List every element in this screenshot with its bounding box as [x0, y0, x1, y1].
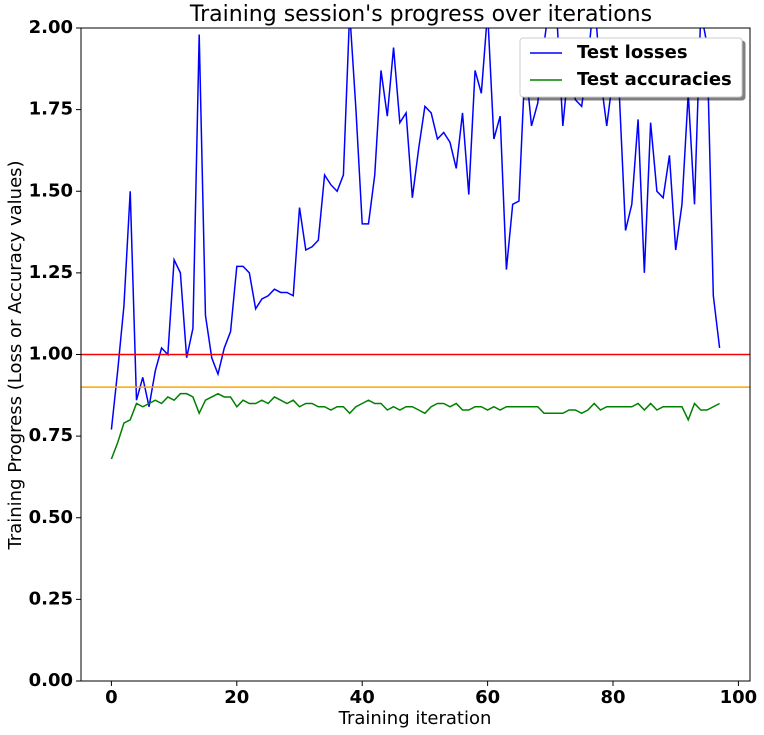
- legend-label: Test accuracies: [577, 69, 732, 90]
- y-tick-label: 1.75: [29, 99, 73, 120]
- y-axis-label: Training Progress (Loss or Accuracy valu…: [5, 160, 26, 550]
- chart-title: Training session's progress over iterati…: [189, 2, 652, 27]
- x-tick-label: 100: [720, 687, 758, 708]
- y-tick-label: 0.00: [29, 670, 73, 691]
- legend: Test losses Test accuracies: [519, 37, 743, 98]
- y-tick-label: 2.00: [29, 17, 73, 38]
- y-tick-label: 0.50: [29, 507, 73, 528]
- y-tick-label: 0.25: [29, 588, 73, 609]
- x-tick-label: 20: [224, 687, 249, 708]
- x-tick-label: 40: [350, 687, 375, 708]
- y-tick-label: 1.25: [29, 262, 73, 283]
- x-tick-label: 60: [475, 687, 500, 708]
- y-tick-label: 1.00: [29, 344, 73, 365]
- series-line: [110, 392, 720, 460]
- x-axis-label: Training iteration: [338, 708, 492, 729]
- axes: 0 20 40 60 80 100 0.00 0.25 0.50 0.75 1.00 1.25 1.50…: [29, 17, 758, 708]
- y-tick-label: 1.50: [29, 180, 73, 201]
- plot-frame: [80, 27, 751, 682]
- x-tick-label: 80: [600, 687, 625, 708]
- x-tick-label: 0: [105, 687, 118, 708]
- legend-label: Test losses: [577, 42, 688, 63]
- legend-box: [519, 37, 743, 98]
- y-tick-label: 0.75: [29, 425, 73, 446]
